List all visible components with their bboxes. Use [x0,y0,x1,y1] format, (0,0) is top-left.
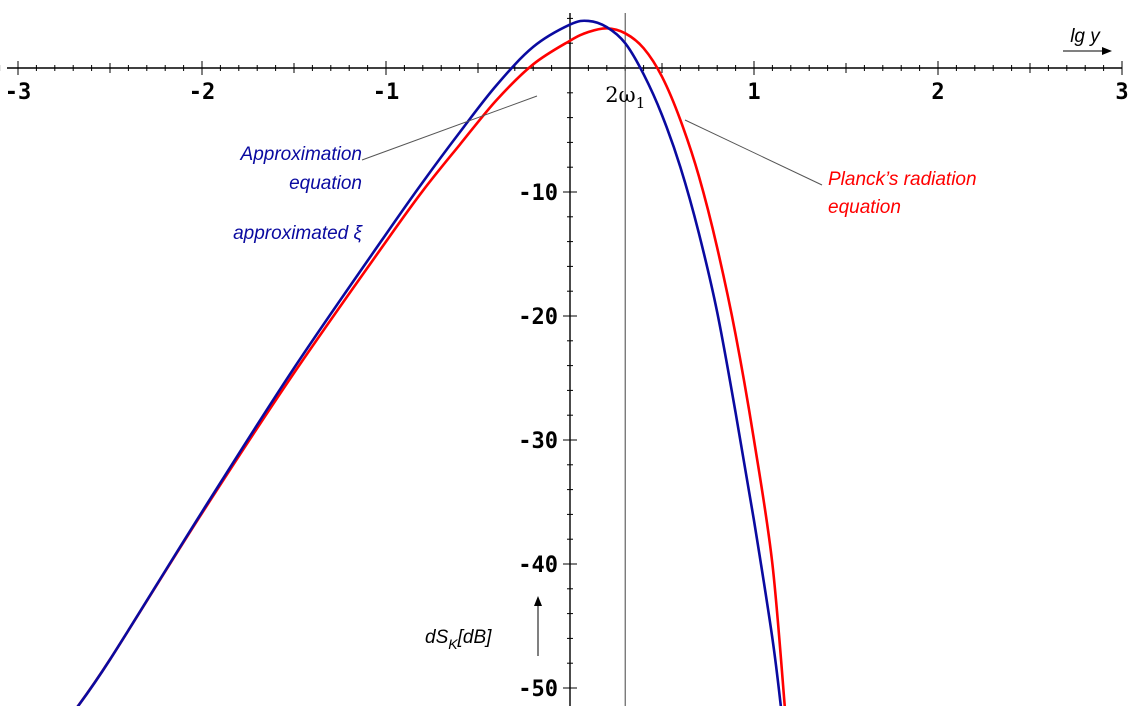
marker-label-main: 2ω [605,83,636,107]
y-tick-label: -30 [518,429,558,454]
series-layer [76,19,787,706]
y-axis-label-main: dS [425,627,449,648]
approximation-label-line-2: equation [289,173,362,194]
x-tick-label: 2 [931,80,944,105]
y-tick-label: -10 [518,181,558,206]
y-axis-label: dSK[dB] [425,627,492,652]
x-tick-label: -2 [189,80,216,105]
series-line-approximation [76,19,783,706]
y-minor-ticks [563,17,577,689]
planck-label-line-2: equation [828,197,901,218]
x-tick-label: -1 [373,80,400,105]
x-axis-arrow-head [1102,47,1112,55]
approximated-xi-label: approximated ξ [233,223,363,244]
planck-label-line-1: Planck’s radiation [828,169,977,190]
y-axis-arrow-head [534,596,542,606]
x-minor-ticks [0,61,1123,75]
y-tick-label: -20 [518,305,558,330]
marker-label: 2ω1 [605,83,645,112]
approximation-leader-line [361,95,538,161]
y-axis-label-sub: K [448,636,458,652]
marker-label-sub: 1 [636,94,646,112]
x-tick-label: -3 [5,80,32,105]
x-tick-label: 1 [747,80,760,105]
y-tick-labels: -10 -20 -30 -40 -50 [518,181,558,702]
approximation-label-line-1: Approximation [240,144,362,165]
y-tick-label: -50 [518,677,558,702]
series-line-planck [76,26,787,706]
y-tick-label: -40 [518,553,558,578]
x-tick-labels: -3 -2 -1 1 2 3 [5,80,1129,105]
y-axis-label-unit: [dB] [457,627,493,648]
x-axis-label: lg y [1070,26,1101,47]
x-tick-label: 3 [1115,80,1128,105]
planck-leader-line [684,119,823,186]
